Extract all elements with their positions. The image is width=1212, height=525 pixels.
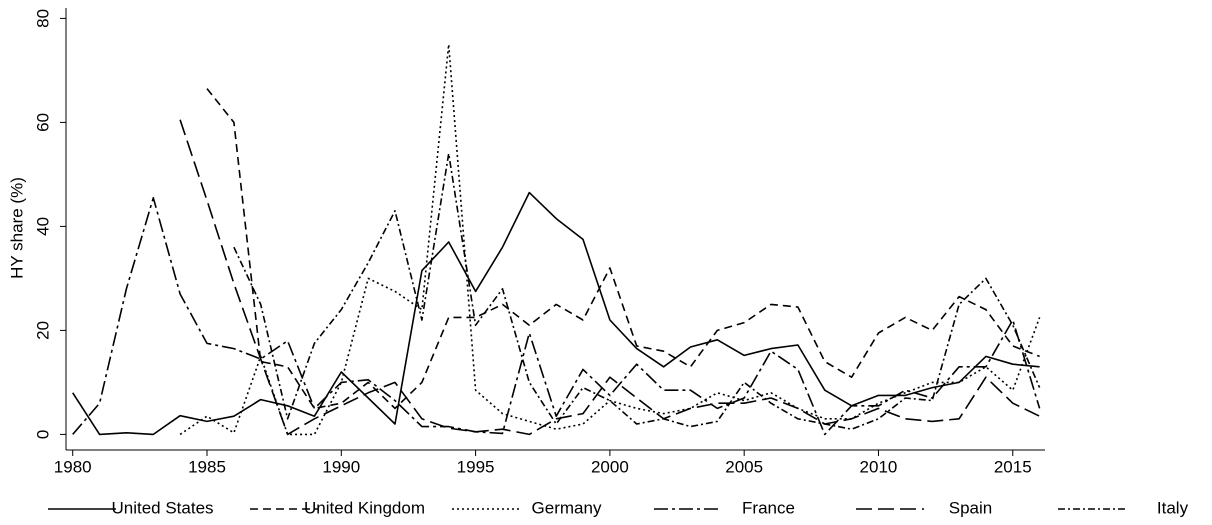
legend-label: Germany — [532, 498, 602, 517]
y-axis-label: HY share (%) — [7, 177, 26, 279]
x-tick-label: 2000 — [591, 457, 629, 476]
series-line — [233, 152, 1041, 430]
series-line — [179, 119, 1040, 436]
legend-label: Spain — [949, 498, 992, 517]
legend-label: France — [742, 498, 795, 517]
series-line — [206, 88, 1040, 410]
y-tick-label: 20 — [33, 321, 52, 340]
x-tick-label: 1980 — [54, 457, 92, 476]
series-line — [72, 197, 1041, 436]
x-tick-label: 1990 — [322, 457, 360, 476]
legend-label: Italy — [1157, 498, 1189, 517]
x-tick-label: 1985 — [188, 457, 226, 476]
series-line — [179, 43, 1041, 436]
y-tick-label: 60 — [33, 113, 52, 132]
y-tick-label: 80 — [33, 9, 52, 28]
x-tick-label: 1995 — [457, 457, 495, 476]
legend-label: United Kingdom — [304, 498, 425, 517]
series-line — [72, 191, 1040, 436]
x-tick-label: 2005 — [725, 457, 763, 476]
y-tick-label: 0 — [33, 430, 52, 439]
x-tick-label: 2010 — [860, 457, 898, 476]
y-tick-label: 40 — [33, 217, 52, 236]
x-tick-label: 2015 — [994, 457, 1032, 476]
legend-label: United States — [111, 498, 213, 517]
